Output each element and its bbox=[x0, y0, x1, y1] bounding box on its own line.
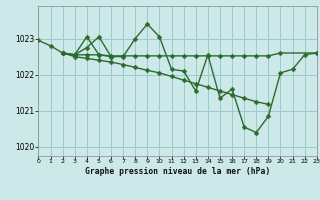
X-axis label: Graphe pression niveau de la mer (hPa): Graphe pression niveau de la mer (hPa) bbox=[85, 167, 270, 176]
